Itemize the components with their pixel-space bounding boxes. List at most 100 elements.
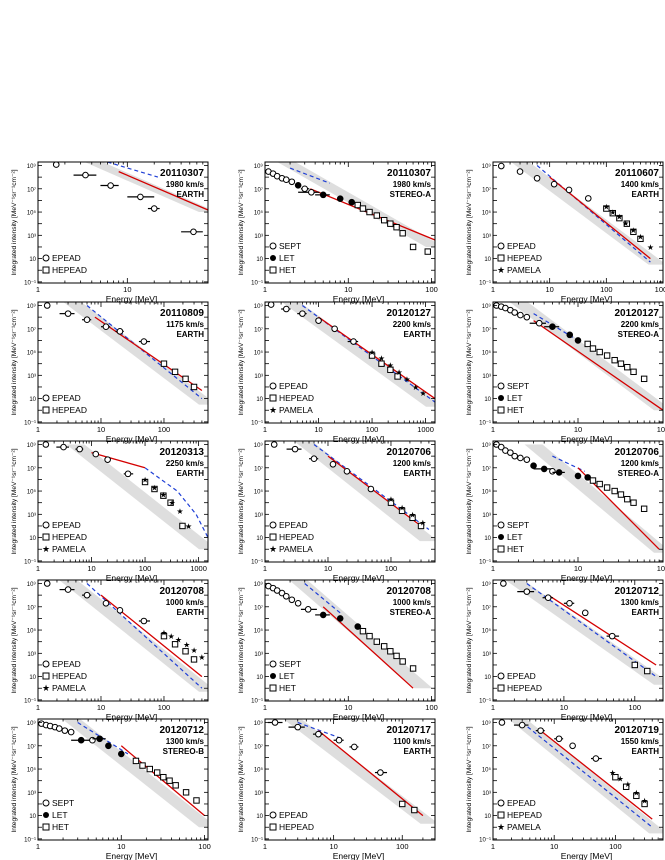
plot-area: ★★★★★ [498,719,663,834]
x-tick-label: 100 [425,285,438,294]
marker-open-circle [544,594,552,602]
y-tick-label: 10⁵ [27,350,37,357]
y-tick-label: 10⁷ [27,465,36,472]
data-point [644,667,651,675]
event-spacecraft: STEREO-A [618,469,660,478]
event-date: 20120706 [615,447,660,458]
fit-dashed-line [107,162,159,178]
marker-open-square [171,368,179,376]
marker-star: ★ [160,629,167,638]
fit-dashed-line [302,305,435,403]
y-tick-label: 10⁹ [27,442,37,449]
x-tick-label: 10 [344,703,352,712]
event-speed: 1200 km/s [621,459,660,468]
marker-open-square [609,209,616,217]
data-point [115,328,124,335]
marker-open-circle [42,441,50,448]
marker-open-square [359,627,367,635]
plot-area: ★★★★ [270,441,435,542]
legend-label: EPEAD [507,241,536,251]
y-tick-label: 10⁻¹ [479,837,491,843]
plot-area [52,162,208,236]
uncertainty-band [281,302,435,407]
data-point [530,462,537,470]
data-point [282,176,290,184]
marker-open-circle [566,599,573,607]
legend-label: HET [507,544,524,554]
marker-open-square [378,360,385,367]
legend-label: SEPT [507,520,529,530]
plot-frame [37,718,209,841]
marker-open-circle [43,580,51,587]
data-point: ★ [630,226,637,235]
marker-filled-circle [540,465,548,473]
legend-marker-star: ★ [497,265,505,275]
fit-red-line [91,451,146,469]
y-tick-label: 10 [484,536,491,542]
y-tick-label: 10 [29,536,36,542]
y-axis-label: Integrated intensity [MeV⁻¹sr⁻¹cm⁻²] [238,309,245,415]
data-point: ★ [647,243,654,252]
marker-open-square [166,777,173,784]
marker-open-square [151,485,158,493]
marker-open-circle [549,467,556,475]
x-tick-label: 100 [657,425,665,434]
marker-filled-circle [96,735,103,743]
legend-marker-open-square [269,684,277,692]
x-axis-label: Energy [MeV] [561,573,613,583]
marker-open-circle [581,609,589,617]
y-tick-label: 10⁻¹ [24,559,36,565]
data-point: ★ [175,636,182,645]
data-point [399,658,406,665]
y-tick-label: 10⁵ [254,350,264,357]
uncertainty-band [511,162,663,265]
data-point [315,191,330,199]
data-point [630,228,637,236]
plot-area: ★★★★★★ [42,441,208,550]
y-tick-label: 10⁻¹ [24,698,36,704]
x-tick-label: 1 [36,285,40,294]
uncertainty-band [84,162,208,213]
y-tick-label: 10 [256,257,263,263]
marker-open-square [596,348,603,356]
x-tick-label: 100 [158,703,171,712]
data-point [523,456,531,463]
y-axis-label: Integrated intensity [MeV⁻¹sr⁻¹cm⁻²] [466,726,473,832]
event-speed: 1175 km/s [166,320,204,329]
marker-open-circle [43,302,51,309]
marker-open-circle [282,305,290,313]
x-tick-label: 100 [609,842,622,851]
marker-open-square [368,352,376,359]
y-axis-label: Integrated intensity [MeV⁻¹sr⁻¹cm⁻²] [11,587,18,693]
data-point [347,338,359,345]
x-tick-label: 10 [344,285,352,294]
x-axis-label: Energy [MeV] [106,851,158,860]
data-point [533,174,541,182]
y-tick-label: 10³ [482,513,491,519]
x-axis-label: Energy [MeV] [106,573,158,583]
plot-area: ★★★★★★★ [497,162,663,265]
data-point [193,797,200,804]
data-point [513,721,529,729]
marker-star: ★ [368,348,375,357]
data-point: ★ [609,208,616,217]
data-point [511,452,518,460]
marker-open-circle [294,723,302,731]
marker-open-circle [511,452,518,460]
marker-filled-circle [566,331,574,339]
marker-star: ★ [160,491,167,500]
marker-open-square [630,368,637,376]
data-point [288,596,296,604]
marker-open-circle [507,449,514,456]
legend-marker-open-circle [42,394,50,402]
marker-open-square [193,797,200,804]
event-spacecraft: EARTH [403,469,431,478]
marker-star: ★ [175,636,182,645]
legend-label: EPEAD [507,798,536,808]
marker-open-square [380,216,388,224]
y-tick-label: 10⁻¹ [251,837,263,843]
data-point [624,495,631,503]
y-tick-label: 10⁵ [254,489,264,496]
data-point [631,661,638,669]
marker-open-square [640,375,648,383]
